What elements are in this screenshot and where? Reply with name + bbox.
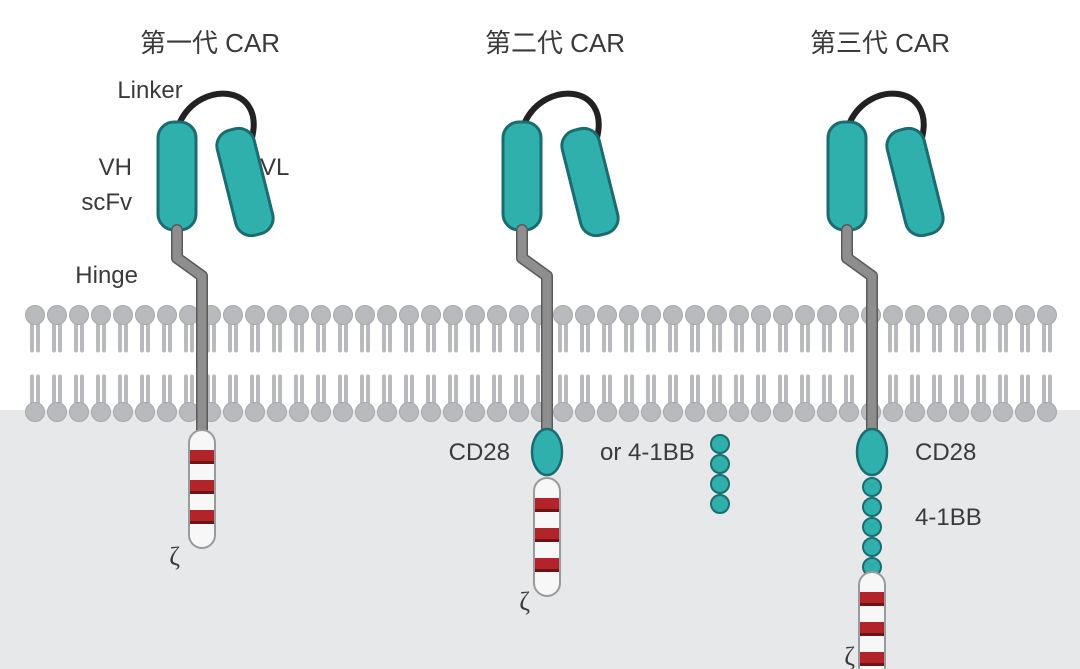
label-hinge: Hinge [75, 262, 138, 289]
generation-title: 第二代 CAR [485, 28, 625, 58]
label-vl: VL [260, 154, 289, 181]
vh-domain [828, 122, 866, 230]
label-cd28: CD28 [915, 439, 976, 466]
label-zeta: ζ [169, 542, 180, 571]
label-zeta: ζ [844, 642, 855, 669]
label-cd28: CD28 [449, 439, 510, 466]
label-linker: Linker [117, 77, 182, 104]
label-scfv: scFv [81, 189, 132, 216]
label-vh: VH [99, 154, 132, 181]
generation-title: 第一代 CAR [140, 28, 280, 58]
car-generations-diagram: 第一代 CAR Linker VH VL scFv Hinge ζ 第二代 CAR CD28 or… [0, 0, 1080, 669]
generation-title: 第三代 CAR [810, 28, 950, 58]
label-or41bb: or 4-1BB [600, 439, 695, 466]
label-zeta: ζ [519, 587, 530, 616]
vh-domain [503, 122, 541, 230]
vh-domain [158, 122, 196, 230]
label-41bb: 4-1BB [915, 504, 982, 531]
